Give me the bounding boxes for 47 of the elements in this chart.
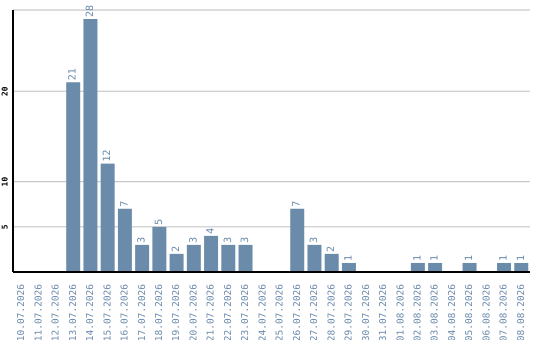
- bar: [307, 244, 322, 272]
- bar: [100, 164, 115, 272]
- bar: [66, 82, 80, 272]
- x-tick-label: 18.07.2026: [154, 284, 165, 340]
- x-tick-label: 15.07.2026: [102, 284, 114, 340]
- bar: [238, 244, 253, 272]
- data-label: 3: [240, 236, 252, 243]
- bar: [290, 208, 304, 272]
- y-tick-label: 5: [0, 224, 10, 230]
- bar: [186, 244, 201, 272]
- x-tick-label: 13.07.2026: [68, 284, 79, 340]
- bar: [135, 244, 150, 272]
- data-label: 12: [102, 150, 114, 162]
- x-tick-label: 19.07.2026: [171, 284, 182, 340]
- bar: [170, 254, 184, 272]
- data-label: 1: [498, 254, 510, 261]
- data-label: 7: [292, 200, 303, 207]
- data-label: 5: [154, 218, 165, 225]
- x-tick-label: 17.07.2026: [136, 284, 148, 340]
- x-tick-label: 10.07.2026: [16, 284, 28, 340]
- x-tick-label: 14.07.2026: [85, 284, 96, 340]
- bar: [118, 208, 132, 272]
- data-label: 28: [84, 4, 96, 18]
- data-label: 3: [308, 236, 320, 243]
- y-tick-label: 10: [0, 176, 10, 186]
- bar: [152, 226, 166, 272]
- bar: [324, 254, 339, 272]
- y-tick-label: 20: [0, 86, 10, 96]
- data-label: 3: [222, 236, 234, 243]
- data-label: 2: [326, 246, 338, 252]
- data-label: 1: [464, 254, 476, 261]
- data-label: 3: [136, 236, 148, 243]
- data-label: 21: [68, 68, 79, 80]
- x-tick-label: 11.07.2026: [33, 284, 44, 340]
- data-label: 7: [119, 200, 130, 207]
- x-tick-label: 16.07.2026: [120, 284, 131, 340]
- bar: [221, 244, 236, 272]
- data-label: 4: [206, 228, 217, 234]
- data-label: 2: [171, 246, 182, 252]
- data-label: 1: [516, 254, 527, 261]
- bar: [204, 236, 218, 272]
- data-label: 1: [412, 254, 424, 261]
- data-label: 3: [188, 236, 200, 243]
- data-label: 1: [343, 254, 354, 261]
- data-label: 1: [430, 254, 441, 261]
- x-tick-label: 12.07.2026: [50, 284, 62, 340]
- bar: [83, 19, 98, 272]
